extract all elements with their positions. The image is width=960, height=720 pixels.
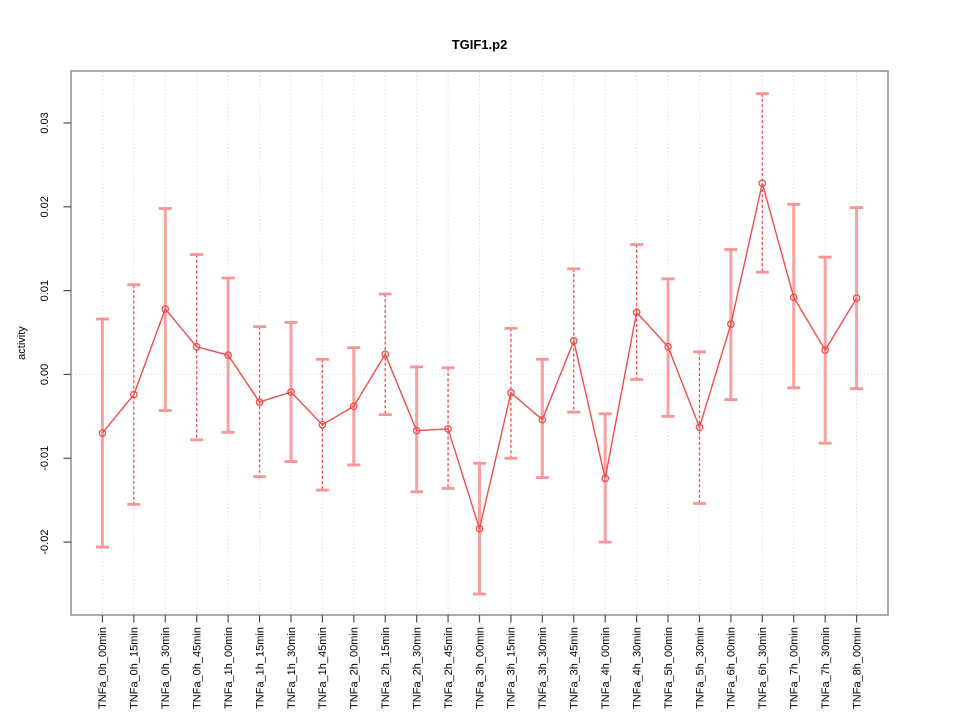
x-tick-label: TNFa_0h_00min bbox=[97, 627, 109, 709]
x-tick-label: TNFa_1h_15min bbox=[254, 627, 266, 709]
data-point-marker bbox=[538, 415, 547, 424]
x-tick-label: TNFa_2h_45min bbox=[443, 627, 455, 709]
x-tick-label: TNFa_2h_00min bbox=[349, 627, 361, 709]
x-tick-label: TNFa_8h_00min bbox=[851, 627, 863, 709]
x-tick-label: TNFa_4h_30min bbox=[631, 627, 643, 709]
data-point-marker bbox=[601, 474, 610, 483]
x-tick-label: TNFa_3h_45min bbox=[569, 627, 581, 709]
x-tick-label: TNFa_0h_45min bbox=[191, 627, 203, 709]
series-line bbox=[101, 183, 858, 532]
y-tick-label: -0.01 bbox=[39, 446, 51, 471]
data-point-marker bbox=[444, 425, 452, 433]
x-tick-label: TNFa_5h_30min bbox=[694, 627, 706, 709]
y-tick-label: -0.02 bbox=[39, 530, 51, 555]
x-tick-label: TNFa_3h_30min bbox=[537, 627, 549, 709]
data-point-marker bbox=[192, 342, 201, 351]
data-point-marker bbox=[664, 342, 672, 351]
data-point-marker bbox=[318, 420, 327, 429]
data-point-marker bbox=[349, 402, 358, 411]
data-point-marker bbox=[224, 351, 232, 360]
x-tick-label: TNFa_2h_15min bbox=[380, 627, 392, 709]
data-point-marker bbox=[129, 390, 138, 399]
y-tick-label: 0.02 bbox=[39, 196, 51, 217]
data-point-marker bbox=[507, 389, 515, 397]
y-tick-label: 0.03 bbox=[39, 112, 51, 133]
x-tick-label: TNFa_3h_00min bbox=[474, 627, 486, 709]
x-tick-label: TNFa_0h_30min bbox=[160, 627, 172, 709]
x-tick-label: TNFa_1h_00min bbox=[223, 627, 235, 709]
x-tick-label: TNFa_6h_00min bbox=[726, 627, 738, 709]
x-tick-label: TNFa_6h_30min bbox=[757, 627, 769, 709]
data-point-marker bbox=[475, 524, 484, 533]
chart-title: TGIF1.p2 bbox=[452, 37, 508, 52]
data-point-marker bbox=[161, 305, 170, 313]
x-tick-label: TNFa_1h_45min bbox=[317, 627, 329, 709]
x-tick-label: TNFa_7h_00min bbox=[789, 627, 801, 709]
x-tick-label: TNFa_5h_00min bbox=[663, 627, 675, 709]
data-point-marker bbox=[821, 346, 830, 354]
y-tick-label: 0.00 bbox=[39, 364, 51, 385]
data-point-marker bbox=[569, 337, 578, 345]
data-point-marker bbox=[632, 308, 641, 317]
x-tick-label: TNFa_3h_15min bbox=[506, 627, 518, 709]
x-tick-label: TNFa_4h_00min bbox=[600, 627, 612, 709]
data-point-marker bbox=[98, 429, 107, 437]
x-tick-label: TNFa_1h_30min bbox=[286, 627, 298, 709]
data-point-marker bbox=[287, 388, 295, 396]
x-tick-label: TNFa_7h_30min bbox=[820, 627, 832, 709]
data-point-marker bbox=[789, 293, 798, 302]
x-tick-label: TNFa_2h_30min bbox=[411, 627, 423, 709]
data-point-marker bbox=[727, 320, 735, 328]
data-point-marker bbox=[758, 179, 767, 188]
data-point-marker bbox=[852, 294, 861, 303]
data-point-marker bbox=[695, 423, 704, 432]
data-point-marker bbox=[412, 426, 421, 435]
data-point-marker bbox=[381, 350, 390, 359]
y-tick-label: 0.01 bbox=[39, 280, 51, 301]
y-axis-label: activity bbox=[16, 326, 28, 360]
x-tick-label: TNFa_0h_15min bbox=[129, 627, 141, 709]
data-point-marker bbox=[255, 398, 264, 406]
